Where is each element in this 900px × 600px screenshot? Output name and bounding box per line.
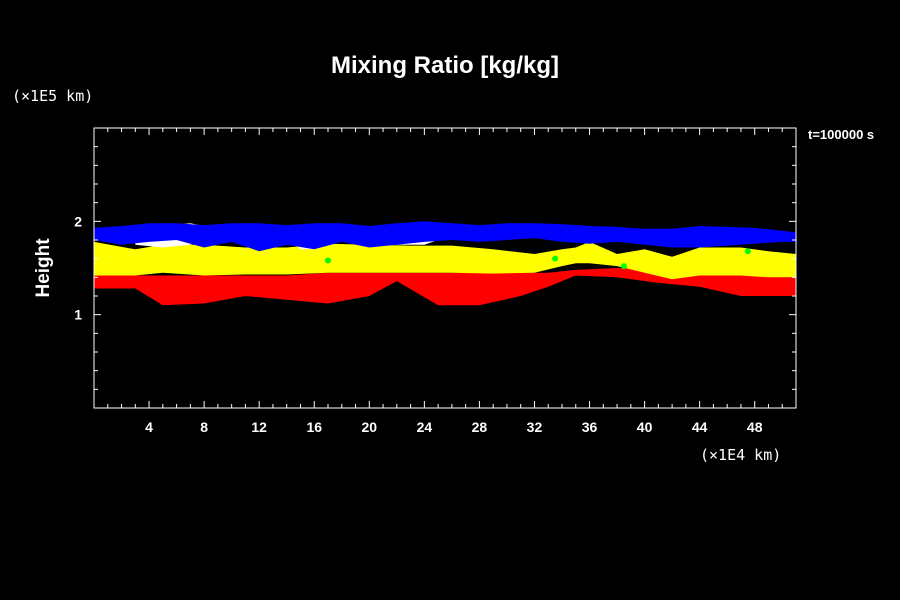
x-tick-label: 24: [417, 419, 433, 435]
x-tick-label: 12: [251, 419, 267, 435]
axis-ticks: [94, 128, 796, 408]
green-spot: [620, 263, 627, 270]
x-tick-label: 32: [527, 419, 543, 435]
x-tick-label: 16: [306, 419, 322, 435]
layer-yellow: [94, 241, 796, 280]
x-tick-label: 8: [200, 419, 208, 435]
layer-red: [94, 268, 796, 306]
x-tick-label: 48: [747, 419, 763, 435]
x-tick-label: 36: [582, 419, 598, 435]
x-tick-label: 20: [362, 419, 378, 435]
y-tick-label: 2: [74, 213, 82, 229]
green-spots: [325, 248, 751, 270]
x-tick-label: 44: [692, 419, 708, 435]
layer-blue: [94, 221, 796, 252]
y-axis-label: Height: [33, 238, 54, 298]
time-label: t=100000 s: [808, 127, 874, 142]
y-unit-label: (×1E5 km): [12, 87, 93, 105]
y-tick-label: 1: [74, 307, 82, 323]
green-spot: [744, 248, 751, 255]
x-tick-label: 28: [472, 419, 488, 435]
plot-frame: [93, 127, 797, 409]
green-spot: [552, 255, 559, 262]
x-tick-label: 40: [637, 419, 653, 435]
x-unit-label: (×1E4 km): [700, 446, 781, 464]
mixing-ratio-field: [94, 221, 796, 306]
x-tick-label: 4: [145, 419, 153, 435]
chart-title: Mixing Ratio [kg/kg]: [331, 52, 559, 79]
green-spot: [325, 257, 331, 264]
